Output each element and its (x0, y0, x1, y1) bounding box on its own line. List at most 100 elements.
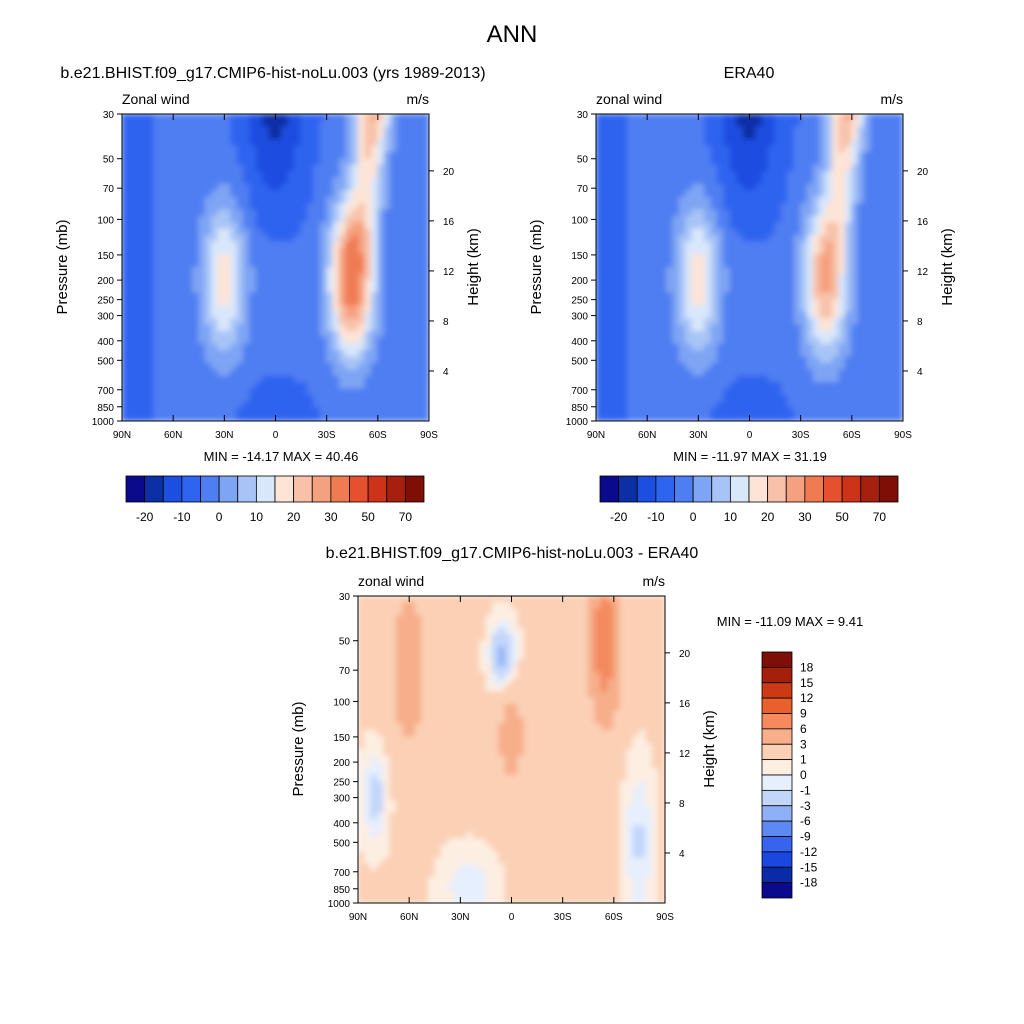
field-cell (633, 279, 642, 288)
field-cell (370, 132, 379, 141)
field-cell (608, 114, 616, 121)
field-cell (876, 114, 885, 121)
field-cell (844, 158, 853, 166)
field-cell (761, 298, 770, 307)
field-cell (621, 401, 629, 409)
field-cell (812, 407, 821, 416)
x-tick-label: 90N (587, 430, 605, 441)
field-cell (287, 330, 296, 339)
field-cell (723, 337, 731, 345)
field-cell (864, 196, 872, 205)
field-cell (422, 158, 429, 166)
field-cell (742, 286, 750, 294)
field-cell (896, 228, 903, 237)
field-cell (147, 190, 155, 198)
field-cell (122, 388, 129, 396)
field-cell (614, 196, 623, 205)
field-cell (230, 267, 238, 275)
field-cell (870, 267, 878, 275)
field-cell (122, 305, 129, 313)
field-cell (672, 235, 680, 243)
field-cell (710, 139, 719, 147)
field-cell (838, 260, 846, 268)
field-cell (704, 132, 712, 141)
field-cell (422, 209, 429, 217)
field-cell (640, 164, 648, 173)
field-cell (275, 190, 283, 198)
field-cell (415, 228, 424, 237)
field-cell (608, 139, 616, 147)
field-cell (857, 273, 866, 281)
field-cell (370, 883, 378, 891)
field-cell (614, 362, 623, 371)
field-cell (787, 196, 795, 205)
field-cell (717, 267, 725, 275)
field-cell (864, 228, 872, 237)
field-cell (761, 292, 770, 300)
field-cell (281, 324, 289, 332)
field-cell (338, 324, 347, 332)
field-cell (172, 222, 181, 230)
field-cell (294, 394, 302, 403)
field-cell (358, 114, 366, 121)
field-cell (249, 260, 257, 268)
field-cell (159, 286, 168, 294)
field-cell (806, 241, 814, 249)
field-cell (217, 318, 225, 326)
field-cell (864, 286, 872, 294)
field-cell (768, 119, 776, 128)
field-cell (166, 401, 174, 409)
field-cell (338, 183, 347, 192)
field-cell (345, 273, 353, 281)
field-cell (825, 318, 834, 326)
field-cell (774, 401, 782, 409)
field-cell (685, 260, 693, 268)
field-cell (383, 260, 392, 268)
field-cell (134, 279, 142, 288)
field-cell (281, 401, 289, 409)
field-cell (127, 292, 136, 300)
field-cell (838, 171, 846, 179)
field-cell (351, 171, 360, 179)
field-cell (134, 145, 142, 153)
field-cell (243, 305, 251, 313)
field-cell (236, 196, 245, 205)
field-cell (601, 330, 610, 339)
field-cell (819, 286, 827, 294)
field-cell (870, 343, 878, 352)
field-cell (742, 394, 750, 403)
field-cell (812, 337, 821, 345)
field-cell (742, 350, 750, 358)
field-cell (838, 311, 846, 320)
field-cell (729, 350, 738, 358)
field-cell (376, 710, 385, 719)
field-cell (596, 254, 603, 262)
field-cell (640, 356, 648, 364)
field-cell (819, 203, 827, 211)
field-cell (287, 158, 296, 166)
field-cell (370, 241, 379, 249)
field-cell (787, 260, 795, 268)
field-cell (376, 646, 385, 655)
field-cell (717, 286, 725, 294)
field-cell (717, 209, 725, 217)
field-cell (653, 183, 661, 192)
field-cell (780, 394, 789, 403)
field-cell (653, 119, 661, 128)
field-cell (358, 279, 366, 288)
field-cell (621, 228, 629, 237)
field-cell (191, 286, 200, 294)
field-cell (774, 305, 782, 313)
field-cell (736, 126, 744, 134)
field-cell (185, 183, 193, 192)
field-cell (812, 222, 821, 230)
field-cell (377, 350, 385, 358)
field-cell (300, 145, 308, 153)
field-cell (159, 139, 168, 147)
field-cell (300, 260, 308, 268)
field-cell (300, 114, 308, 121)
field-cell (134, 311, 142, 320)
field-cell (364, 164, 372, 173)
field-cell (646, 126, 655, 134)
field-cell (236, 362, 245, 371)
